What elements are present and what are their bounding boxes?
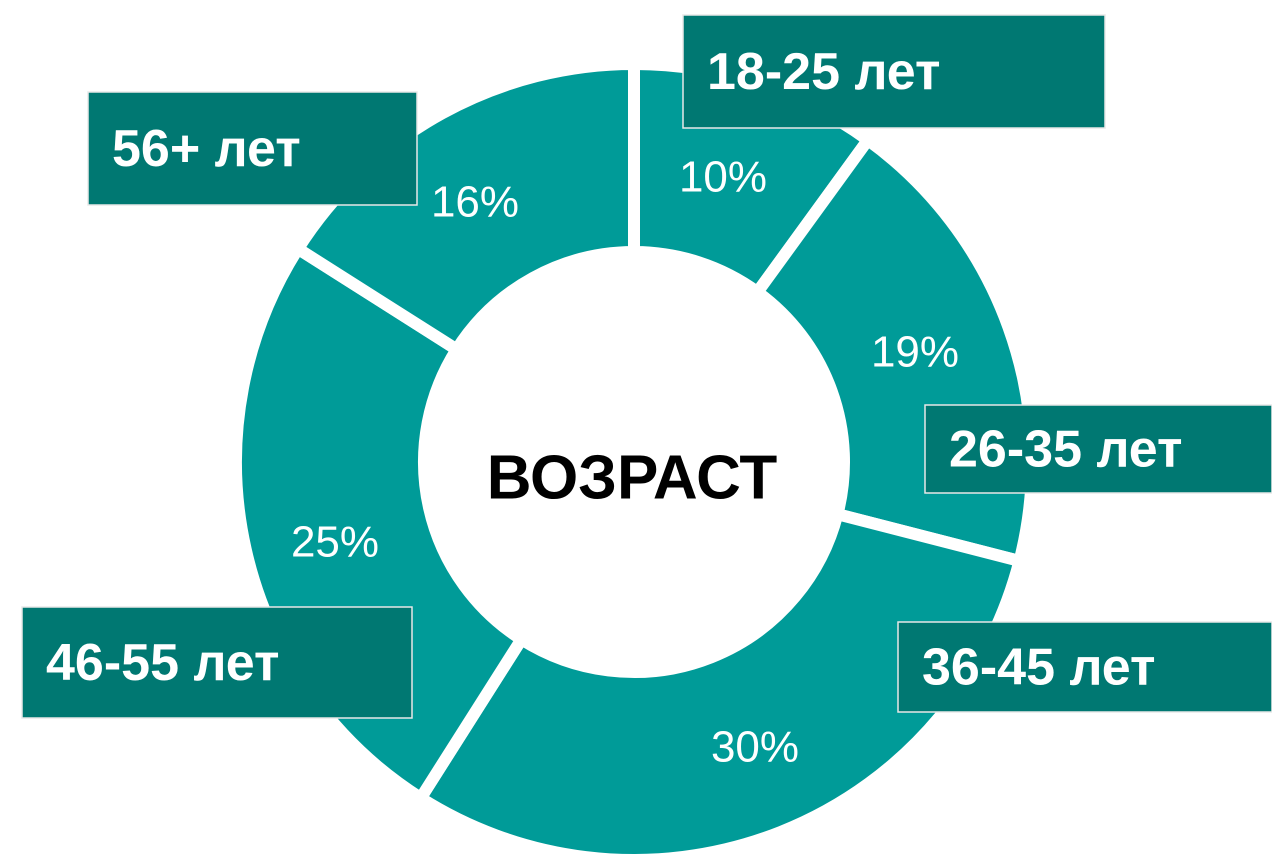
value-label: 30%: [711, 723, 799, 772]
value-label: 19%: [871, 328, 959, 377]
category-box: [87, 91, 418, 206]
value-label: 16%: [431, 178, 519, 227]
value-label: 25%: [291, 518, 379, 567]
value-label: 10%: [679, 153, 767, 202]
category-label: 36-45 лет: [922, 639, 1156, 697]
category-label: 46-55 лет: [46, 634, 280, 692]
category-box: [21, 606, 413, 719]
center-label: ВОЗРАСТ: [487, 443, 778, 512]
category-box: [924, 404, 1272, 494]
category-label: 26-35 лет: [949, 421, 1183, 479]
donut-segment: [412, 506, 1027, 860]
category-label: 56+ лет: [112, 120, 301, 178]
category-box: [682, 14, 1106, 129]
category-label: 18-25 лет: [707, 43, 941, 101]
category-box: [897, 621, 1272, 713]
